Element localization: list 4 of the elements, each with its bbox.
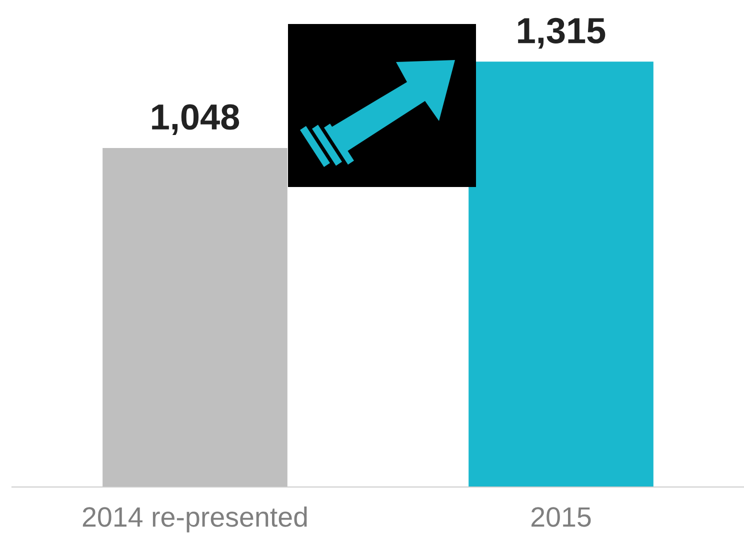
x-tick-label: 2014 re-presented — [82, 506, 307, 532]
data-label: 1,048 — [152, 104, 240, 136]
x-tick-label: 2015 — [532, 507, 591, 527]
data-label: 1,315 — [518, 18, 606, 49]
